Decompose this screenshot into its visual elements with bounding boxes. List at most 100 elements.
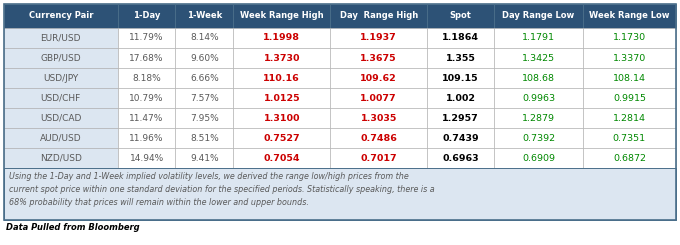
Text: 8.51%: 8.51% [190,134,219,143]
Bar [233,88,330,108]
Text: 0.7527: 0.7527 [263,134,300,143]
Bar [4,4,118,28]
Text: 0.6872: 0.6872 [613,154,646,162]
Bar [427,148,494,168]
Bar [175,128,233,148]
Bar [330,88,427,108]
Text: 1-Day: 1-Day [133,12,160,21]
Text: 9.60%: 9.60% [190,53,219,62]
Text: 0.7486: 0.7486 [360,134,397,143]
Bar [4,28,118,48]
Bar [583,28,676,48]
Bar [4,128,118,148]
Bar [494,4,583,28]
Bar [330,68,427,88]
Bar [233,28,330,48]
Bar [175,28,233,48]
Text: Spot: Spot [449,12,472,21]
Bar [494,108,583,128]
Bar [330,4,427,28]
Bar [583,4,676,28]
Bar [330,28,427,48]
Bar [175,148,233,168]
Bar [175,48,233,68]
Bar [427,28,494,48]
Bar [330,48,427,68]
Bar [118,68,175,88]
Text: 1.1864: 1.1864 [442,34,479,42]
Bar [494,148,583,168]
Bar [233,148,330,168]
Bar [494,48,583,68]
Text: 110.16: 110.16 [263,74,300,83]
Text: Day  Range High: Day Range High [339,12,418,21]
Bar [175,4,233,28]
Text: USD/CHF: USD/CHF [41,94,81,102]
Text: 1.2957: 1.2957 [442,113,479,122]
Text: 14.94%: 14.94% [129,154,164,162]
Text: 8.18%: 8.18% [132,74,161,83]
Text: USD/CAD: USD/CAD [40,113,82,122]
Bar [233,4,330,28]
Bar [118,4,175,28]
Text: 1.3730: 1.3730 [263,53,300,62]
Text: 1.3425: 1.3425 [522,53,555,62]
Bar [118,88,175,108]
Text: 17.68%: 17.68% [129,53,164,62]
Text: Data Pulled from Bloomberg: Data Pulled from Bloomberg [6,223,139,232]
Text: 1.3100: 1.3100 [263,113,300,122]
Bar [583,148,676,168]
Text: 0.7054: 0.7054 [263,154,300,162]
Bar [494,28,583,48]
Text: 108.14: 108.14 [613,74,646,83]
Bar [4,68,118,88]
Bar [427,48,494,68]
Text: 0.7351: 0.7351 [613,134,646,143]
Text: AUD/USD: AUD/USD [40,134,82,143]
Text: 10.79%: 10.79% [129,94,164,102]
Text: 11.79%: 11.79% [129,34,164,42]
Bar [4,148,118,168]
Text: 1.1730: 1.1730 [613,34,646,42]
Text: 0.9963: 0.9963 [522,94,555,102]
Text: NZD/USD: NZD/USD [40,154,82,162]
Bar [330,128,427,148]
Text: 1.1937: 1.1937 [360,34,397,42]
Text: 1.3675: 1.3675 [360,53,397,62]
Bar [427,108,494,128]
Bar [118,148,175,168]
Bar [233,48,330,68]
Bar [494,88,583,108]
Text: Currency Pair: Currency Pair [29,12,93,21]
Text: 0.9915: 0.9915 [613,94,646,102]
Bar [583,68,676,88]
Bar [233,68,330,88]
Text: 108.68: 108.68 [522,74,555,83]
Text: 1.0125: 1.0125 [263,94,300,102]
Bar [427,128,494,148]
Text: GBP/USD: GBP/USD [41,53,81,62]
Bar [4,4,676,220]
Bar [4,88,118,108]
Bar [175,108,233,128]
Text: Week Range High: Week Range High [240,12,324,21]
Text: 109.15: 109.15 [443,74,479,83]
Text: 8.14%: 8.14% [190,34,219,42]
Bar [175,88,233,108]
Bar [233,108,330,128]
Text: Week Range Low: Week Range Low [589,12,670,21]
Text: EUR/USD: EUR/USD [41,34,81,42]
Bar [175,68,233,88]
Text: 109.62: 109.62 [360,74,397,83]
Bar [4,168,676,220]
Bar [583,108,676,128]
Bar [4,108,118,128]
Text: USD/JPY: USD/JPY [44,74,78,83]
Text: 0.7017: 0.7017 [360,154,397,162]
Bar [233,128,330,148]
Text: 1.355: 1.355 [446,53,475,62]
Text: 0.6963: 0.6963 [443,154,479,162]
Text: 7.95%: 7.95% [190,113,219,122]
Bar [118,48,175,68]
Text: 0.6909: 0.6909 [522,154,555,162]
